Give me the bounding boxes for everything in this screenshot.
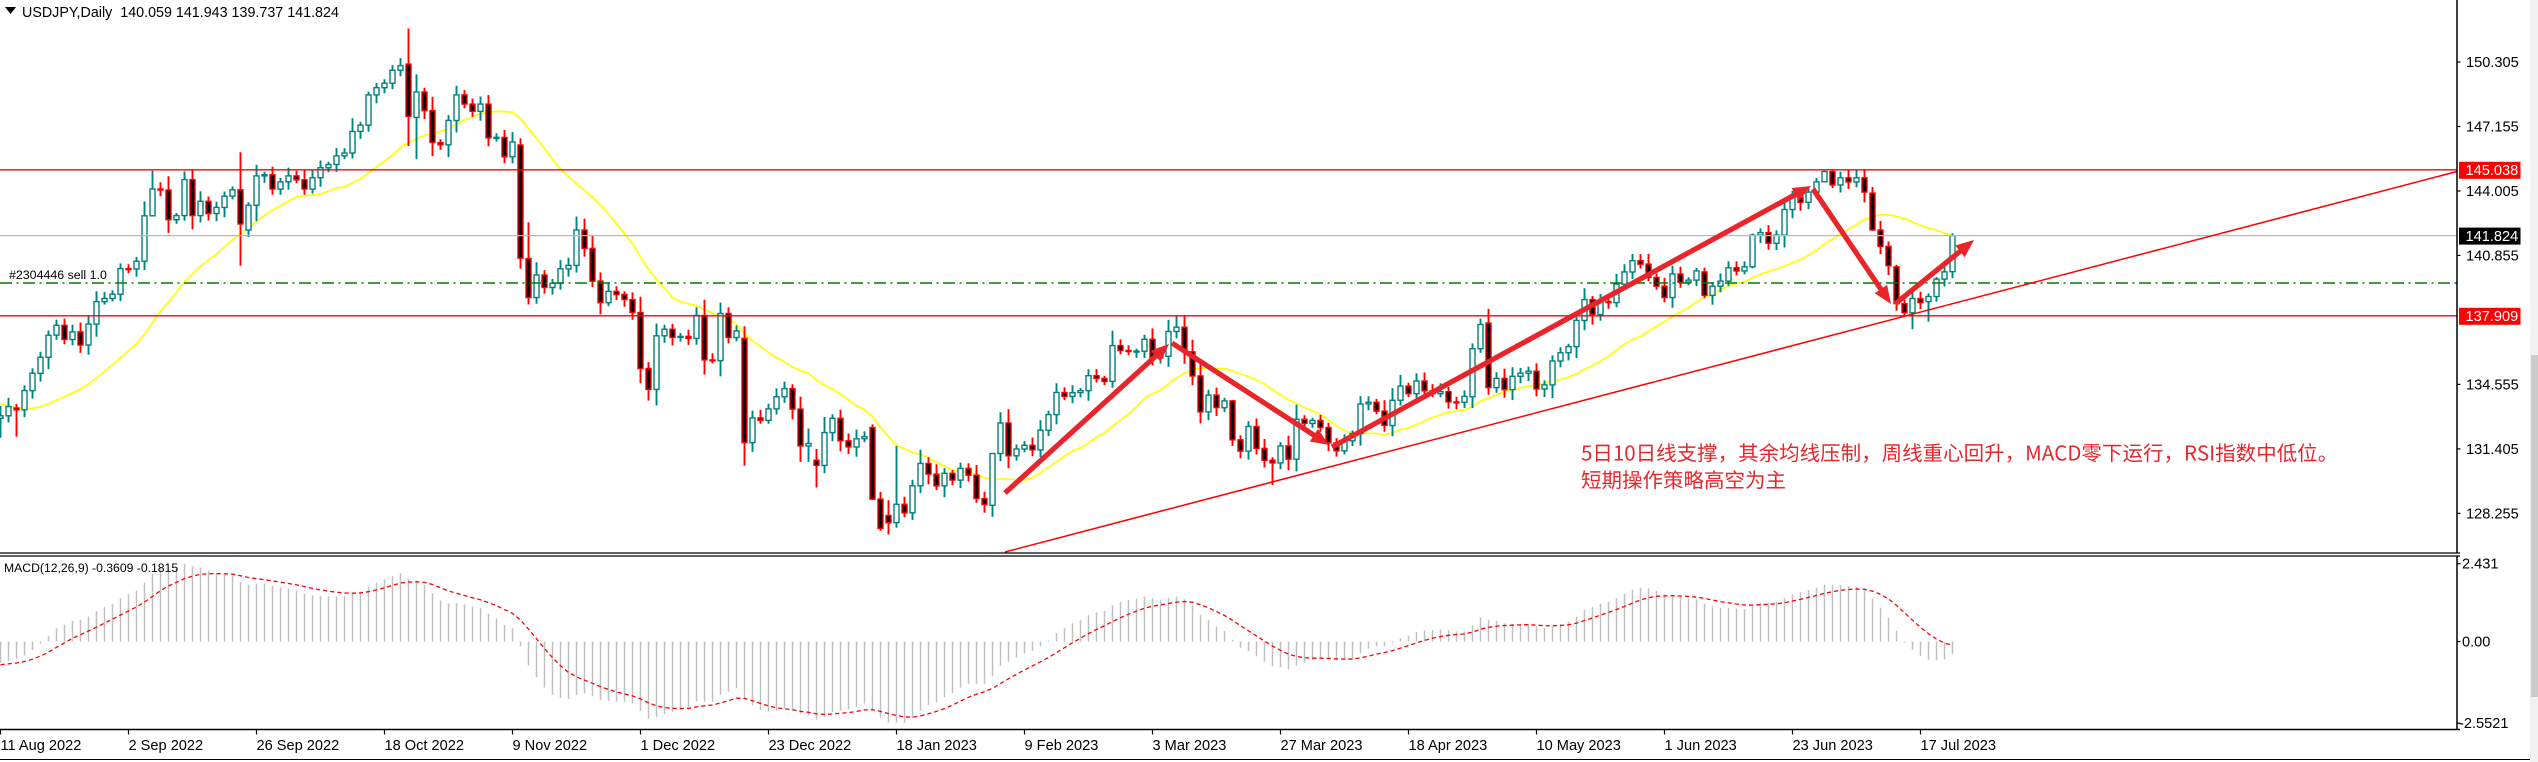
svg-text:23 Dec 2022: 23 Dec 2022 [769, 738, 852, 754]
svg-text:10 May 2023: 10 May 2023 [1537, 738, 1621, 754]
svg-text:2.431: 2.431 [2462, 557, 2499, 573]
svg-text:USDJPY,Daily 140.059 141.943: USDJPY,Daily 140.059 141.943 139.737 141… [22, 5, 339, 21]
svg-text:11 Aug 2022: 11 Aug 2022 [1, 738, 82, 754]
svg-text:1 Jun 2023: 1 Jun 2023 [1665, 738, 1737, 754]
svg-text:140.855: 140.855 [2466, 248, 2519, 264]
svg-text:9 Nov 2022: 9 Nov 2022 [513, 738, 588, 754]
svg-text:MACD(12,26,9) -0.3609 -0.1815: MACD(12,26,9) -0.3609 -0.1815 [4, 561, 178, 575]
svg-text:18 Oct 2022: 18 Oct 2022 [385, 738, 465, 754]
svg-text:2 Sep 2022: 2 Sep 2022 [129, 738, 204, 754]
svg-text:23 Jun 2023: 23 Jun 2023 [1793, 738, 1873, 754]
svg-text:137.909: 137.909 [2466, 309, 2519, 325]
svg-text:18 Jan 2023: 18 Jan 2023 [897, 738, 977, 754]
svg-text:18 Apr 2023: 18 Apr 2023 [1409, 738, 1488, 754]
svg-text:144.005: 144.005 [2466, 184, 2519, 200]
svg-text:1 Dec 2022: 1 Dec 2022 [641, 738, 716, 754]
svg-text:-2.5521: -2.5521 [2459, 716, 2509, 732]
svg-text:131.405: 131.405 [2466, 442, 2519, 458]
svg-text:27 Mar 2023: 27 Mar 2023 [1281, 738, 1363, 754]
svg-text:17 Jul 2023: 17 Jul 2023 [1921, 738, 1996, 754]
svg-text:128.255: 128.255 [2466, 506, 2519, 522]
svg-text:134.555: 134.555 [2466, 377, 2519, 393]
svg-text:145.038: 145.038 [2466, 163, 2519, 179]
svg-text:26 Sep 2022: 26 Sep 2022 [257, 738, 340, 754]
svg-text:9 Feb 2023: 9 Feb 2023 [1025, 738, 1099, 754]
svg-text:3 Mar 2023: 3 Mar 2023 [1153, 738, 1227, 754]
svg-text:147.155: 147.155 [2466, 120, 2519, 136]
svg-text:141.824: 141.824 [2466, 229, 2519, 245]
svg-text:#2304446 sell 1.0: #2304446 sell 1.0 [9, 268, 107, 282]
svg-text:0.00: 0.00 [2462, 635, 2490, 651]
svg-text:150.305: 150.305 [2466, 55, 2519, 71]
